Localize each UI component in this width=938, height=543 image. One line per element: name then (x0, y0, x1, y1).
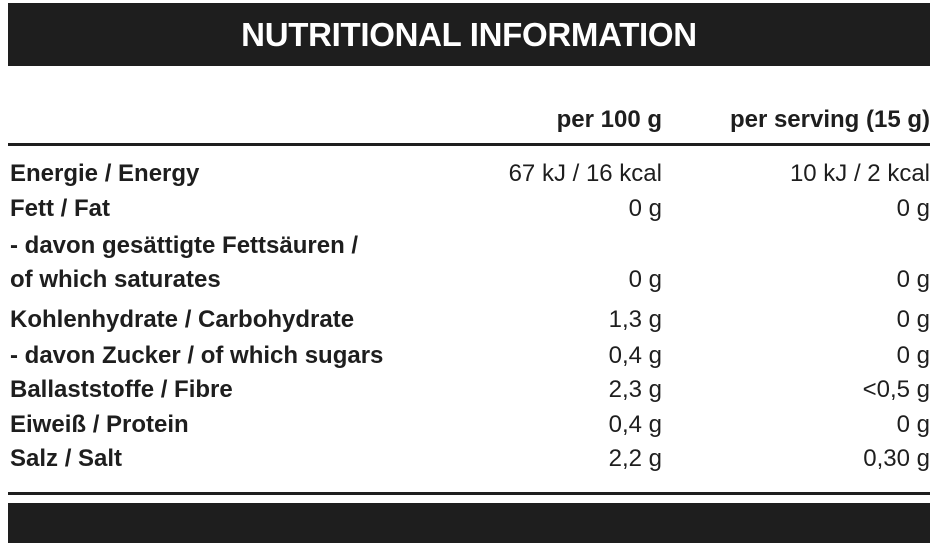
table-row: - davon Zucker / of which sugars 0,4 g 0… (8, 339, 930, 373)
value-per-100g: 2,3 g (608, 376, 662, 403)
value-per-serving: 0 g (896, 266, 930, 293)
page-title: NUTRITIONAL INFORMATION (241, 15, 697, 53)
value-per-100g: 0 g (628, 195, 662, 222)
row-label: Salz / Salt (10, 445, 123, 472)
table-row: Kohlenhydrate / Carbohydrate 1,3 g 0 g (8, 303, 930, 337)
footer-banner (8, 503, 930, 543)
row-label: - davon Zucker / of which sugars (10, 342, 384, 369)
value-per-serving: <0,5 g (862, 376, 930, 403)
table-row: Eiweiß / Protein 0,4 g 0 g (8, 408, 930, 442)
value-per-serving: 10 kJ / 2 kcal (789, 160, 930, 187)
value-per-100g: 0 g (628, 266, 662, 293)
header-divider (8, 143, 930, 146)
value-per-serving: 0 g (896, 306, 930, 333)
value-per-serving: 0,30 g (863, 445, 930, 472)
value-per-serving: 0 g (896, 411, 930, 438)
value-per-100g: 0,4 g (608, 411, 662, 438)
footer-divider (8, 492, 930, 495)
value-per-100g: 67 kJ / 16 kcal (508, 160, 662, 187)
table-row: Ballaststoffe / Fibre 2,3 g <0,5 g (8, 373, 930, 407)
row-label: Ballaststoffe / Fibre (10, 376, 233, 403)
value-per-serving: 0 g (896, 342, 930, 369)
table-row: Energie / Energy 67 kJ / 16 kcal 10 kJ /… (8, 157, 930, 191)
value-per-100g: 1,3 g (608, 306, 662, 333)
row-label: Fett / Fat (10, 195, 110, 222)
title-banner: NUTRITIONAL INFORMATION (8, 3, 930, 66)
value-per-serving: 0 g (896, 195, 930, 222)
column-header-per-serving: per serving (15 g) (729, 106, 930, 133)
table-row: - davon gesättigte Fettsäuren / of which… (8, 229, 930, 297)
row-label: Eiweiß / Protein (10, 411, 189, 438)
value-per-100g: 0,4 g (608, 342, 662, 369)
table-row: Salz / Salt 2,2 g 0,30 g (8, 442, 930, 476)
row-label: Energie / Energy (10, 160, 200, 187)
table-row: Fett / Fat 0 g 0 g (8, 192, 930, 226)
row-label: Kohlenhydrate / Carbohydrate (10, 306, 355, 333)
row-label: - davon gesättigte Fettsäuren / (10, 232, 359, 259)
row-label-line2: of which saturates (10, 266, 221, 293)
value-per-100g: 2,2 g (608, 445, 662, 472)
column-header-per-100g: per 100 g (556, 106, 662, 133)
